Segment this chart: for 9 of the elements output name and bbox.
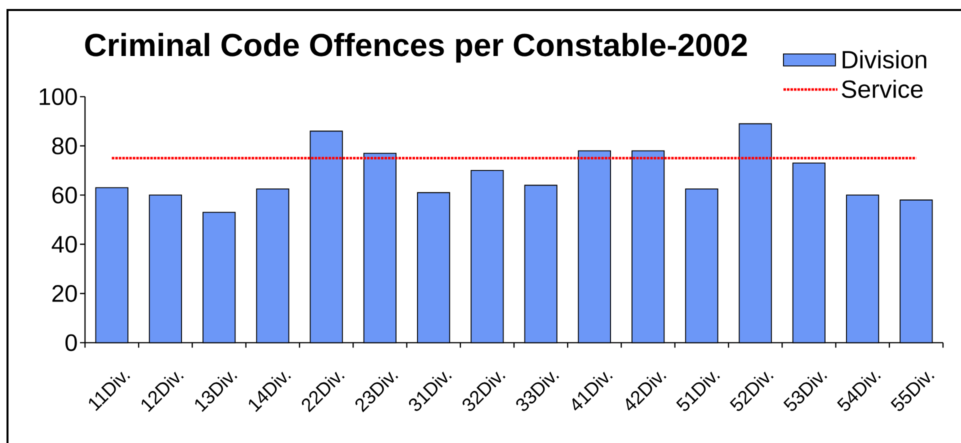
y-tick-label: 80 — [52, 137, 77, 154]
y-tick-label: 100 — [40, 88, 77, 106]
y-tick-label: 60 — [52, 186, 77, 204]
legend-label: Division — [842, 50, 926, 68]
chart-title: Criminal Code Offences per Constable-2002 — [85, 32, 747, 63]
y-tick-label: 0 — [65, 334, 77, 352]
y-tick-label: 40 — [52, 236, 77, 253]
legend-label: Service — [842, 80, 923, 98]
y-tick-label: 20 — [52, 285, 77, 302]
